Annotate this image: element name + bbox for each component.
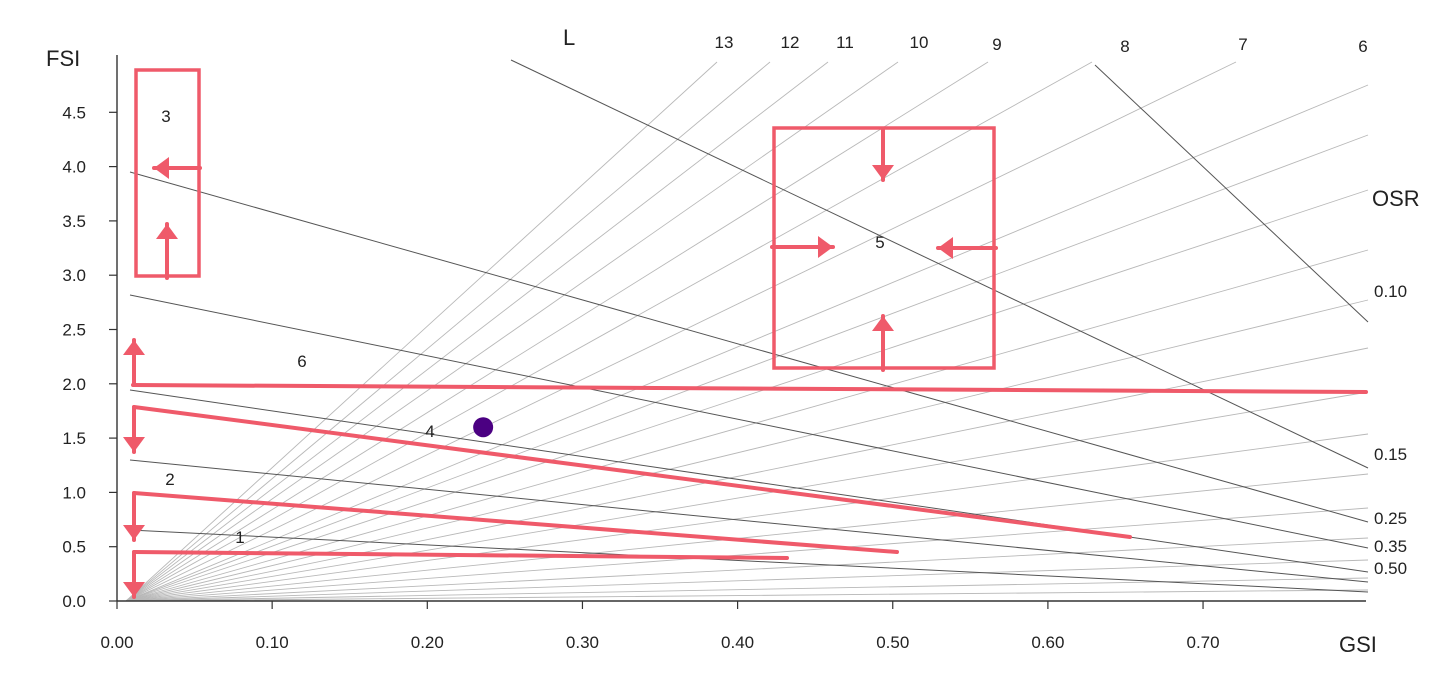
arrow-head-icon	[938, 237, 953, 259]
fan-line	[125, 61, 1237, 602]
fan-line	[125, 249, 1369, 602]
x-tick-label: 0.40	[721, 633, 754, 652]
osr-labels: 0.10 0.15 0.25 0.35 0.50	[1374, 282, 1407, 578]
l-label: 7	[1238, 35, 1247, 54]
y-tick-label: 2.0	[62, 375, 86, 394]
zone-labels: 1 2 3 4 5 6	[161, 107, 884, 547]
l-labels: 13 12 11 10 9 8 7 6	[715, 33, 1368, 56]
axes	[116, 55, 1366, 602]
highlight-shapes	[123, 68, 1368, 599]
y-ticks: 0.0 0.5 1.0 1.5 2.0 2.5 3.0 3.5 4.0 4.5	[62, 103, 117, 611]
x-tick-label: 0.60	[1031, 633, 1064, 652]
osr-lines	[129, 59, 1369, 593]
y-tick-label: 0.5	[62, 538, 86, 557]
zone-label: 6	[297, 352, 306, 371]
fan-line	[125, 299, 1369, 602]
x-tick-label: 0.10	[256, 633, 289, 652]
osr-line	[129, 459, 1369, 583]
x-tick-label: 0.00	[100, 633, 133, 652]
fan-line	[125, 61, 899, 602]
l-label: 6	[1358, 37, 1367, 56]
y-tick-label: 1.5	[62, 429, 86, 448]
y-tick-label: 3.5	[62, 212, 86, 231]
y-tick-label: 4.5	[62, 103, 86, 122]
osr-line	[129, 171, 1369, 523]
osr-label: 0.50	[1374, 559, 1407, 578]
fan-line	[125, 577, 1369, 602]
y-tick-label: 4.0	[62, 158, 86, 177]
osr-line	[129, 389, 1369, 573]
arrow-head-icon	[872, 316, 894, 331]
l-label: 10	[910, 33, 929, 52]
osr-label: 0.35	[1374, 537, 1407, 556]
fan-line	[125, 134, 1369, 602]
fan-line	[125, 537, 1369, 602]
osr-label: 0.25	[1374, 509, 1407, 528]
fan-line	[125, 61, 989, 602]
l-label: 9	[992, 35, 1001, 54]
arrow-head-icon	[123, 525, 145, 540]
osr-line	[510, 59, 1369, 469]
l-label: 13	[715, 33, 734, 52]
zone-label: 3	[161, 107, 170, 126]
x-tick-label: 0.70	[1187, 633, 1220, 652]
fan-line	[125, 473, 1369, 602]
zone-boundary-line	[132, 491, 899, 554]
x-axis-title: GSI	[1339, 632, 1377, 657]
arrow-head-icon	[818, 236, 833, 258]
arrow-head-icon	[123, 437, 145, 452]
l-label: 8	[1120, 37, 1129, 56]
x-tick-label: 0.30	[566, 633, 599, 652]
l-axis-title: L	[563, 25, 575, 50]
l-label: 11	[836, 33, 854, 52]
x-tick-label: 0.20	[411, 633, 444, 652]
osr-axis-title: OSR	[1372, 186, 1420, 211]
zone-label: 1	[235, 528, 244, 547]
y-tick-label: 0.0	[62, 592, 86, 611]
osr-label: 0.15	[1374, 445, 1407, 464]
arrow-head-icon	[872, 165, 894, 180]
fan-line	[125, 61, 829, 602]
fan-line	[125, 61, 1093, 602]
fan-line	[125, 391, 1369, 602]
data-points	[473, 417, 494, 438]
zone-boundary-line	[132, 405, 1132, 539]
fan-line	[125, 189, 1369, 602]
y-tick-label: 3.0	[62, 266, 86, 285]
zone-label: 5	[875, 233, 884, 252]
x-tick-label: 0.50	[876, 633, 909, 652]
fan-line	[125, 84, 1369, 602]
fan-line	[125, 589, 1369, 602]
y-tick-label: 2.5	[62, 321, 86, 340]
arrow-head-icon	[123, 340, 145, 355]
fan-line	[125, 433, 1369, 602]
arrow-head-icon	[154, 157, 169, 179]
y-tick-label: 1.0	[62, 483, 86, 502]
osr-line	[129, 529, 1369, 593]
osr-line	[129, 294, 1369, 549]
data-point	[473, 417, 494, 438]
zone-label: 4	[425, 422, 434, 441]
arrow-head-icon	[123, 582, 145, 597]
arrow-head-icon	[156, 224, 178, 239]
fan-line	[125, 61, 771, 602]
osr-line	[1094, 64, 1369, 323]
x-ticks: 0.00 0.10 0.20 0.30 0.40 0.50 0.60 0.70	[100, 601, 1220, 652]
zone-boundary-line	[131, 383, 1368, 394]
zone-label: 2	[165, 470, 174, 489]
fan-line	[125, 507, 1369, 602]
fan-line	[125, 61, 718, 602]
l-label: 12	[781, 33, 800, 52]
gsi-fan-lines	[125, 61, 1369, 602]
y-axis-title: FSI	[46, 46, 80, 71]
zone-boundary-line	[132, 550, 789, 560]
osr-label: 0.10	[1374, 282, 1407, 301]
fan-line	[125, 559, 1369, 602]
